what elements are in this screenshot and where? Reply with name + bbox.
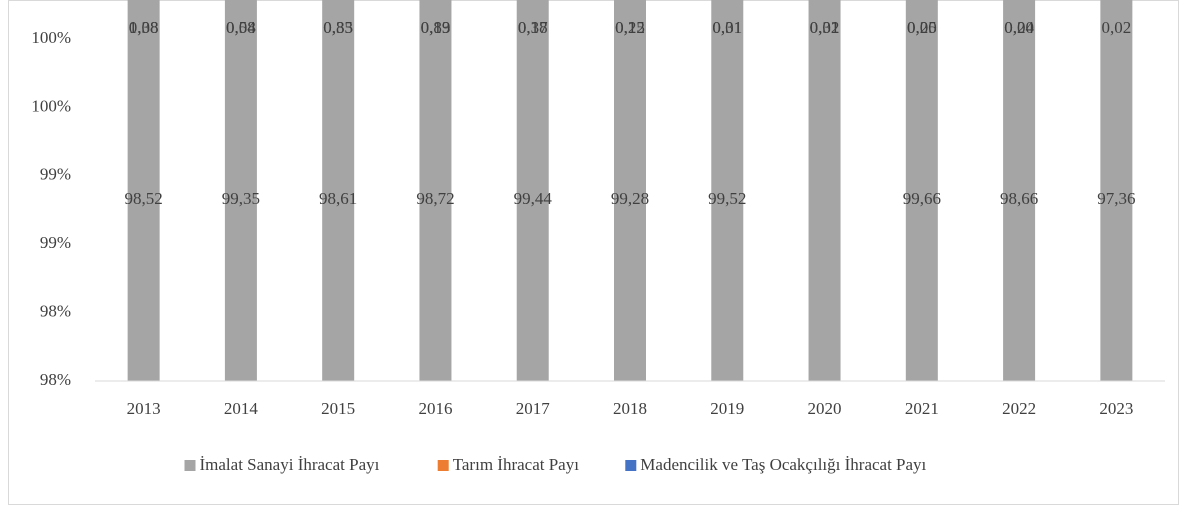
- x-tick-label: 2019: [710, 399, 744, 418]
- y-tick-label: 100%: [31, 28, 71, 47]
- data-label: 0,13: [421, 18, 451, 37]
- legend-swatch: [184, 460, 196, 471]
- data-label: 0,22: [615, 18, 645, 37]
- data-label: 0,02: [1101, 18, 1131, 37]
- data-label: 0,02: [810, 18, 840, 37]
- x-tick-label: 2015: [321, 399, 355, 418]
- bar-segment: [808, 0, 841, 381]
- data-label: 0,20: [907, 18, 937, 37]
- data-label: 0,18: [518, 18, 548, 37]
- bars: [127, 0, 1133, 381]
- data-label: 99,28: [611, 189, 649, 208]
- x-tick-label: 2020: [808, 399, 842, 418]
- data-label: 99,44: [514, 189, 553, 208]
- data-label: 99,66: [903, 189, 941, 208]
- data-label: 0,38: [129, 18, 159, 37]
- y-tick-label: 100%: [31, 96, 71, 115]
- legend-label: Madencilik ve Taş Ocakçılığı İhracat Pay…: [640, 455, 926, 474]
- data-label: 0,15: [615, 18, 645, 37]
- bar-segment: [322, 0, 355, 381]
- bar-segment: [224, 0, 257, 381]
- data-label: 99,52: [708, 189, 746, 208]
- y-tick-label: 98%: [40, 370, 71, 389]
- data-label: 97,36: [1097, 189, 1135, 208]
- data-label: 98,66: [1000, 189, 1038, 208]
- data-label: 98,61: [319, 189, 357, 208]
- data-label: 0,89: [421, 18, 451, 37]
- data-label: 0,31: [810, 18, 840, 37]
- data-label: 0,01: [712, 18, 742, 37]
- x-tick-label: 2018: [613, 399, 647, 418]
- y-tick-label: 98%: [40, 302, 71, 321]
- x-tick-label: 2023: [1099, 399, 1133, 418]
- y-tick-label: 99%: [40, 233, 71, 252]
- data-label: 98,52: [125, 189, 163, 208]
- data-label: 0,20: [1004, 18, 1034, 37]
- legend-swatch: [625, 460, 637, 471]
- bar-segment: [1100, 0, 1133, 381]
- data-label: 98,72: [416, 189, 454, 208]
- legend-label: Tarım İhracat Payı: [453, 455, 580, 474]
- bar-segment: [711, 0, 744, 381]
- bar-segment: [905, 0, 938, 381]
- chart-frame: [8, 0, 1179, 505]
- legend-label: İmalat Sanayi İhracat Payı: [200, 455, 380, 474]
- x-tick-label: 2022: [1002, 399, 1036, 418]
- y-tick-label: 99%: [40, 165, 71, 184]
- data-label: 0,05: [907, 18, 937, 37]
- legend-swatch: [437, 460, 449, 471]
- bar-segment: [516, 0, 549, 381]
- x-tick-label: 2017: [516, 399, 551, 418]
- data-label: 0,37: [518, 18, 548, 37]
- data-label: 0,58: [226, 18, 256, 37]
- bar-segment: [1003, 0, 1036, 381]
- x-tick-label: 2013: [127, 399, 161, 418]
- bar-segment: [419, 0, 452, 381]
- bar-segment: [614, 0, 646, 381]
- data-label: 0,31: [712, 18, 742, 37]
- data-label: 0,04: [1004, 18, 1034, 37]
- x-tick-label: 2016: [418, 399, 452, 418]
- data-label: 0,83: [323, 18, 353, 37]
- data-label: 0,35: [323, 18, 353, 37]
- data-label: 1,08: [129, 18, 159, 37]
- x-tick-label: 2021: [905, 399, 939, 418]
- data-label: 99,35: [222, 189, 260, 208]
- data-label: 0,04: [226, 18, 256, 37]
- x-tick-label: 2014: [224, 399, 259, 418]
- bar-segment: [127, 0, 160, 381]
